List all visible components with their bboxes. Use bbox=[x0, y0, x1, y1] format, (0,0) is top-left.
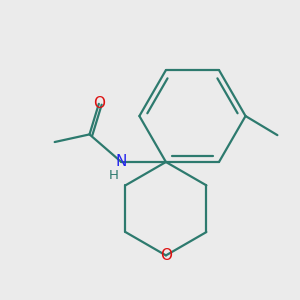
Text: O: O bbox=[160, 248, 172, 263]
Text: O: O bbox=[93, 96, 105, 111]
Text: N: N bbox=[116, 154, 127, 169]
Text: H: H bbox=[109, 169, 118, 182]
